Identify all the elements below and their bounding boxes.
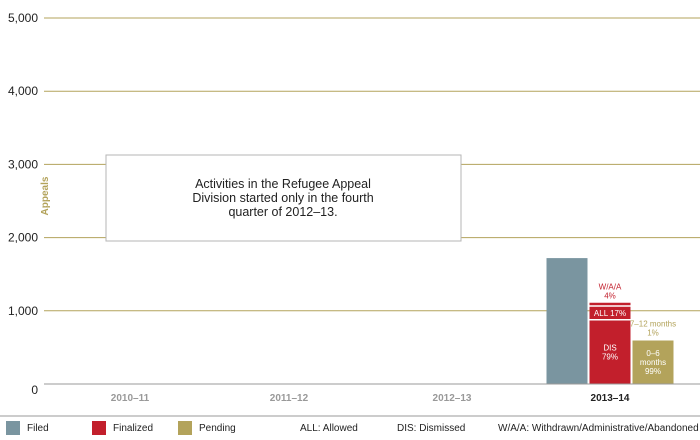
legend-abbreviation-note: ALL: Allowed bbox=[300, 423, 358, 434]
legend-swatch-pending bbox=[178, 421, 192, 435]
legend-label: Filed bbox=[27, 423, 49, 434]
bars: DIS 79% ALL 17% W/A/A 4% 0–6 months 99% 7–12 mon… bbox=[546, 258, 676, 384]
legend-swatch-filed bbox=[6, 421, 20, 435]
legend-label: Pending bbox=[199, 423, 236, 434]
y-tick-label: 2,000 bbox=[8, 231, 38, 245]
annotation-box: Activities in the Refugee Appeal Division… bbox=[105, 154, 462, 242]
y-axis: 0 1,000 2,000 3,000 4,000 5,000 bbox=[8, 11, 38, 397]
x-tick-label: 2011–12 bbox=[270, 393, 309, 404]
legend-label: Finalized bbox=[113, 423, 153, 434]
segment-label: 7–12 months 1% bbox=[630, 319, 676, 337]
y-axis-label: Appeals bbox=[40, 176, 51, 215]
x-axis: 2010–11 2011–12 2012–13 2013–14 bbox=[44, 383, 700, 404]
legend-swatch-finalized bbox=[92, 421, 106, 435]
x-tick-label: 2012–13 bbox=[433, 393, 472, 404]
bar-filed bbox=[546, 258, 588, 384]
segment-label: 0–6 months 99% bbox=[640, 349, 666, 376]
segment-label: DIS 79% bbox=[602, 343, 618, 361]
x-tick-label: 2010–11 bbox=[111, 393, 150, 404]
y-tick-label: 5,000 bbox=[8, 11, 38, 25]
legend-abbreviation-note: DIS: Dismissed bbox=[397, 423, 465, 434]
legend-abbreviation-note: W/A/A: Withdrawn/Administrative/Abandone… bbox=[498, 423, 699, 434]
segment-label: ALL 17% bbox=[594, 309, 626, 318]
bar-finalized bbox=[589, 302, 631, 384]
y-tick-label: 3,000 bbox=[8, 157, 38, 171]
y-tick-label: 4,000 bbox=[8, 84, 38, 98]
legend: Filed Finalized Pending ALL: Allowed DIS: Di… bbox=[6, 421, 699, 435]
y-tick-label: 0 bbox=[31, 383, 38, 397]
x-tick-label: 2013–14 bbox=[591, 393, 630, 404]
segment-label: W/A/A 4% bbox=[599, 283, 622, 301]
bar-pending bbox=[632, 339, 674, 384]
annotation-text: Activities in the Refugee Appeal Division… bbox=[192, 177, 373, 219]
y-tick-label: 1,000 bbox=[8, 304, 38, 318]
